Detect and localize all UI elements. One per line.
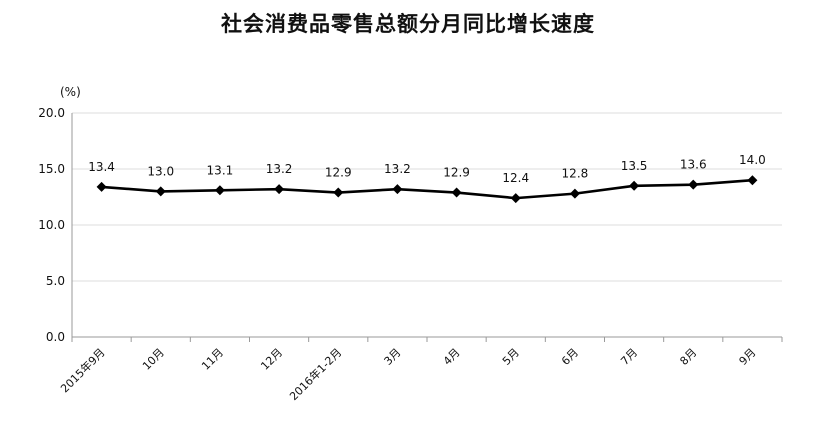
series-line bbox=[100, 178, 754, 200]
chart-title: 社会消费品零售总额分月同比增长速度 bbox=[221, 11, 595, 36]
data-label: 12.4 bbox=[502, 171, 529, 185]
data-point bbox=[274, 184, 285, 195]
grid-layer bbox=[72, 112, 782, 282]
data-point bbox=[510, 193, 521, 204]
x-tick-label: 12月 bbox=[258, 346, 285, 373]
data-label: 13.2 bbox=[266, 162, 293, 176]
data-label: 13.1 bbox=[207, 163, 234, 177]
data-labels: 13.4 13.0 13.1 13.2 12.9 13.2 12.9 12.4 12.8 13.5… bbox=[88, 153, 766, 185]
x-tick-label: 4月 bbox=[441, 346, 463, 368]
data-label: 13.6 bbox=[680, 158, 707, 172]
x-tick-label: 6月 bbox=[559, 346, 581, 368]
y-unit-label: (%) bbox=[60, 85, 81, 99]
point-layer bbox=[96, 175, 758, 204]
data-label: 12.9 bbox=[325, 166, 352, 180]
data-point bbox=[747, 175, 758, 186]
y-tick-label: 0.0 bbox=[46, 330, 65, 344]
x-tick-label: 9月 bbox=[737, 346, 759, 368]
x-tick-label: 2016年1-2月 bbox=[286, 345, 344, 403]
data-point bbox=[569, 188, 580, 199]
data-point bbox=[451, 187, 462, 198]
data-label: 13.4 bbox=[88, 160, 115, 174]
data-point bbox=[96, 181, 107, 192]
data-point bbox=[214, 185, 225, 196]
y-tick-label: 5.0 bbox=[46, 274, 65, 288]
axis-layer bbox=[71, 113, 783, 342]
y-tick-label: 15.0 bbox=[38, 162, 65, 176]
x-tick-label: 7月 bbox=[618, 346, 640, 368]
x-tick-labels: 2015年9月 10月 11月 12月 2016年1-2月 3月 4月 5月 6月 7月 8月 9月 bbox=[58, 345, 759, 403]
data-label: 13.5 bbox=[621, 159, 648, 173]
x-tick-label: 11月 bbox=[199, 346, 226, 373]
data-point bbox=[629, 180, 640, 191]
data-point bbox=[392, 184, 403, 195]
data-point bbox=[333, 187, 344, 198]
series-layer bbox=[100, 178, 754, 200]
x-tick-label: 5月 bbox=[500, 346, 522, 368]
data-point bbox=[688, 179, 699, 190]
data-label: 12.8 bbox=[562, 167, 589, 181]
data-point bbox=[155, 186, 166, 197]
data-label: 13.0 bbox=[147, 164, 174, 178]
x-tick-label: 10月 bbox=[140, 346, 167, 373]
y-tick-label: 20.0 bbox=[38, 106, 65, 120]
data-label: 13.2 bbox=[384, 162, 411, 176]
x-tick-label: 2015年9月 bbox=[58, 345, 108, 395]
data-label: 14.0 bbox=[739, 153, 766, 167]
x-tick-label: 3月 bbox=[382, 346, 404, 368]
y-tick-label: 10.0 bbox=[38, 218, 65, 232]
x-tick-label: 8月 bbox=[677, 346, 699, 368]
y-tick-labels: 0.0 5.0 10.0 15.0 20.0 bbox=[38, 106, 65, 344]
data-label: 12.9 bbox=[443, 166, 470, 180]
